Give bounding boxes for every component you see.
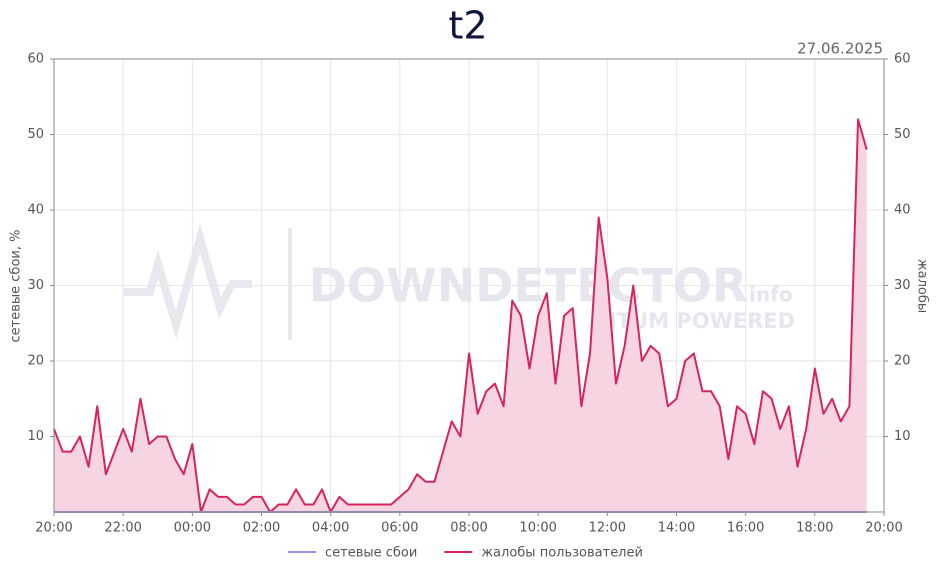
- y-tick-label: 40: [27, 203, 44, 218]
- x-tick-label: 20:00: [865, 521, 902, 536]
- y2-tick-label: 40: [894, 203, 911, 218]
- y-axis-label: сетевые сбои, %: [9, 230, 24, 343]
- x-tick-label: 22:00: [104, 521, 141, 536]
- y-tick-label: 60: [27, 52, 44, 67]
- y-tick-label: 10: [27, 429, 44, 444]
- y-tick-label: 30: [27, 278, 44, 293]
- watermark: .info: [741, 283, 792, 307]
- x-tick-label: 14:00: [658, 521, 695, 536]
- y2-axis-label: жалобы: [915, 259, 930, 313]
- y-tick-label: 20: [27, 354, 44, 369]
- watermark-logo: [124, 223, 252, 340]
- x-tick-label: 18:00: [796, 521, 833, 536]
- x-tick-label: 06:00: [381, 521, 418, 536]
- legend-label: сетевые сбои: [325, 546, 417, 561]
- x-tick-label: 02:00: [243, 521, 280, 536]
- x-tick-label: 00:00: [174, 521, 211, 536]
- line: [53, 118, 868, 513]
- watermark: ITUM POWERED: [609, 309, 795, 333]
- legend-label: жалобы пользователей: [481, 546, 643, 561]
- chart-title: t2: [448, 4, 487, 48]
- area: [54, 119, 867, 513]
- y2-tick-label: 30: [894, 278, 911, 293]
- y2-tick-label: 20: [894, 354, 911, 369]
- date-annotation: 27.06.2025: [797, 40, 883, 58]
- x-tick-label: 16:00: [727, 521, 764, 536]
- x-tick-label: 04:00: [312, 521, 349, 536]
- x-tick-label: 10:00: [519, 521, 556, 536]
- y2-tick-label: 60: [894, 52, 911, 67]
- x-tick-label: 12:00: [589, 521, 626, 536]
- y-tick-label: 50: [27, 127, 44, 142]
- y2-tick-label: 50: [894, 127, 911, 142]
- y2-tick-label: 10: [894, 429, 911, 444]
- x-tick-label: 20:00: [35, 521, 72, 536]
- x-tick-label: 08:00: [450, 521, 487, 536]
